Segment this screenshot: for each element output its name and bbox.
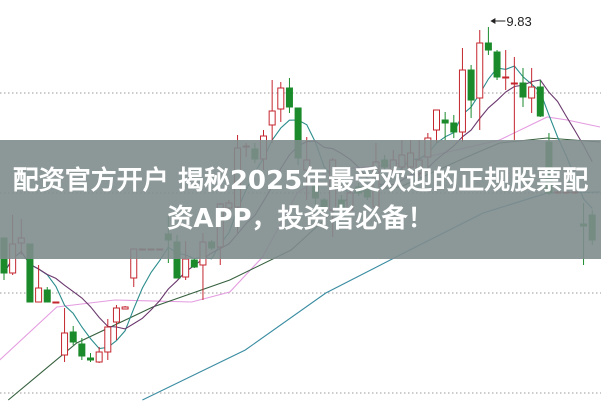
candle-body xyxy=(69,331,77,343)
candle-down xyxy=(69,326,77,345)
headline-line-2: 资APP，投资者必备！ xyxy=(167,203,434,234)
candle-down xyxy=(450,115,458,138)
candle-body xyxy=(484,42,492,51)
candle-body xyxy=(43,289,51,303)
candle-body xyxy=(536,86,544,117)
candle-up xyxy=(112,305,120,340)
candle-body xyxy=(121,306,129,310)
candle-up xyxy=(433,109,440,143)
candle-down xyxy=(285,78,293,113)
candle-body xyxy=(493,51,501,78)
candle-body xyxy=(190,259,198,268)
peak-value-label: 9.83 xyxy=(506,14,531,29)
candle-up xyxy=(95,347,103,363)
candle-down xyxy=(519,68,527,107)
candle-down xyxy=(87,353,94,362)
candle-body xyxy=(441,119,449,124)
candle-body xyxy=(510,82,518,85)
candle-down xyxy=(493,50,501,80)
candle-body xyxy=(467,69,475,101)
candle-body xyxy=(519,82,527,98)
candle-up xyxy=(476,30,484,130)
candle-down xyxy=(43,287,51,303)
candle-body xyxy=(112,307,120,323)
headline-banner: 配资官方开户 揭秘2025年最受欢迎的正规股票配 资APP，投资者必备！ xyxy=(0,140,601,259)
candle-body xyxy=(528,86,536,99)
candle-body xyxy=(104,326,112,353)
candle-down xyxy=(536,80,544,117)
candle-body xyxy=(52,301,60,304)
candle-body xyxy=(285,87,293,108)
candle-body xyxy=(458,69,466,133)
peak-arrow-icon xyxy=(490,18,496,24)
peak-annotation: 9.83 xyxy=(490,14,532,29)
candle-up xyxy=(121,306,129,310)
candle-down xyxy=(190,258,198,268)
candle-up xyxy=(458,48,466,142)
candle-down xyxy=(484,27,492,55)
candle-up xyxy=(104,319,112,360)
candle-body xyxy=(182,258,190,278)
candle-body xyxy=(433,109,440,131)
candle-body xyxy=(268,110,276,126)
candle-body xyxy=(35,287,43,303)
candle-up xyxy=(61,308,69,362)
candle-body xyxy=(476,42,484,99)
candle-body xyxy=(87,357,94,361)
candle-up xyxy=(268,80,276,143)
candle-up xyxy=(528,68,536,113)
candle-up xyxy=(52,301,60,304)
candle-up xyxy=(510,57,518,140)
candle-body xyxy=(277,87,285,110)
candle-down xyxy=(441,112,449,140)
candle-body xyxy=(450,122,458,133)
candle-body xyxy=(61,332,69,356)
candle-up xyxy=(35,265,43,303)
candle-body xyxy=(78,343,86,357)
candle-down xyxy=(78,338,86,360)
headline-line-1: 配资官方开户 揭秘2025年最受欢迎的正规股票配 xyxy=(12,165,589,196)
candle-body xyxy=(95,351,103,363)
candle-up xyxy=(277,82,285,122)
candle-body xyxy=(502,76,510,79)
candle-down xyxy=(467,65,475,118)
candle-up xyxy=(502,50,510,90)
